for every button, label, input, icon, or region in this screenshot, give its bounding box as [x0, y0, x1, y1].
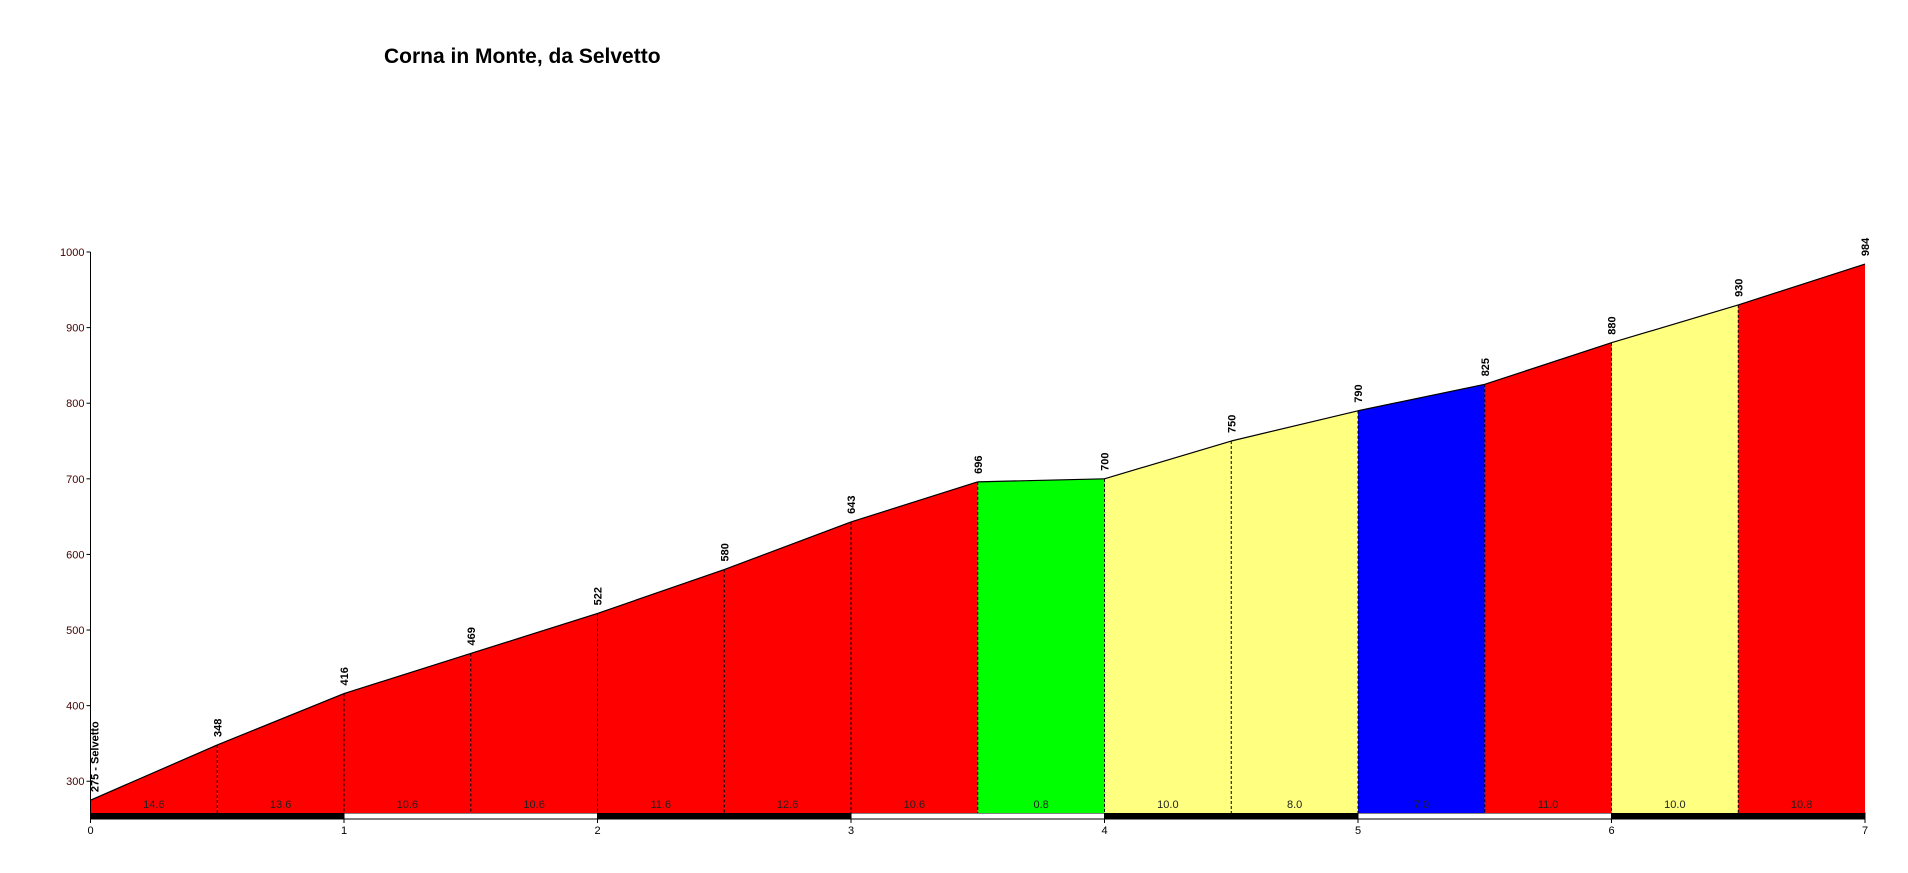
profile-segment [1484, 342, 1612, 813]
gradient-label: 10.6 [904, 799, 925, 811]
gradient-label: 8.0 [1287, 799, 1302, 811]
km-bar [1104, 812, 1359, 820]
gradient-label: 11.6 [651, 799, 672, 811]
gradient-label: 10.0 [1664, 799, 1685, 811]
profile-edge [724, 521, 852, 571]
x-tick-label: 5 [1355, 825, 1361, 837]
y-tick-label: 600 [66, 549, 84, 561]
gradient-label: 10.6 [397, 799, 418, 811]
point-label: 580 [719, 543, 731, 561]
point-label: 522 [593, 587, 605, 605]
profile-edge [90, 744, 218, 801]
y-tick-label: 400 [66, 701, 84, 713]
point-label: 416 [339, 667, 351, 685]
gradient-label: 11.0 [1538, 799, 1559, 811]
gradient-label: 12.6 [777, 799, 798, 811]
y-tick-label: 800 [66, 398, 84, 410]
chart-title: Corna in Monte, da Selvetto [384, 45, 661, 68]
profile-segment [1231, 410, 1358, 813]
profile-edge [1738, 263, 1866, 306]
x-tick-label: 6 [1608, 825, 1614, 837]
point-label: 643 [846, 496, 858, 514]
gradient-label: 7.0 [1414, 799, 1429, 811]
y-tick-label: 900 [66, 323, 84, 335]
point-label: 700 [1100, 452, 1112, 470]
km-bar [1611, 812, 1866, 820]
profile-segment [597, 569, 725, 813]
profile-segment [344, 653, 471, 813]
profile-edge [217, 692, 345, 746]
x-tick-label: 3 [848, 825, 854, 837]
y-tick-label: 300 [66, 776, 84, 788]
profile-edge [470, 612, 598, 655]
profile-edge [850, 481, 978, 523]
y-tick-label: 500 [66, 625, 84, 637]
x-tick-label: 1 [341, 825, 347, 837]
profile-edge [1611, 304, 1739, 344]
point-label: 696 [973, 455, 985, 473]
x-tick-label: 7 [1862, 825, 1868, 837]
profile-edge [1357, 383, 1485, 412]
point-label: 469 [466, 627, 478, 645]
profile-edge [977, 478, 1105, 483]
gradient-label: 10.0 [1157, 799, 1178, 811]
point-label: 930 [1733, 279, 1745, 297]
x-tick-label: 4 [1101, 825, 1107, 837]
profile-segment [724, 521, 851, 813]
km-bar [90, 812, 345, 820]
profile-segment [1358, 384, 1485, 813]
point-label: 275 - Selvetto [90, 721, 102, 792]
profile-segment [977, 478, 1105, 813]
y-tick-label: 1000 [60, 247, 84, 259]
profile-segment [851, 481, 978, 813]
gradient-label: 14.6 [143, 799, 164, 811]
profile-segment [470, 613, 598, 813]
gradient-label: 13.6 [270, 799, 291, 811]
km-bar [597, 812, 852, 820]
profile-segment [1104, 441, 1232, 813]
km-bar [850, 812, 1105, 820]
point-label: 790 [1353, 384, 1365, 402]
gradient-label: 10.6 [523, 799, 544, 811]
gradient-label: 0.8 [1033, 799, 1048, 811]
gradient-label: 10.8 [1791, 799, 1812, 811]
point-label: 348 [212, 719, 224, 737]
x-tick-label: 2 [594, 825, 600, 837]
profile-edge [597, 568, 725, 614]
profile-edge [1231, 410, 1359, 442]
point-label: 984 [1860, 237, 1872, 256]
point-label: 750 [1226, 415, 1238, 433]
profile-segment [217, 693, 344, 813]
km-bar [343, 812, 598, 820]
profile-segment [1738, 264, 1865, 813]
profile-edge [1484, 342, 1612, 385]
point-label: 825 [1480, 358, 1492, 376]
y-tick-label: 700 [66, 474, 84, 486]
km-bar [1357, 812, 1612, 820]
profile-edge [343, 652, 471, 695]
profile-segment [90, 744, 218, 813]
profile-segment [1611, 304, 1739, 813]
point-label: 880 [1607, 316, 1619, 334]
x-tick-label: 0 [87, 825, 93, 837]
profile-edge [1104, 440, 1232, 480]
